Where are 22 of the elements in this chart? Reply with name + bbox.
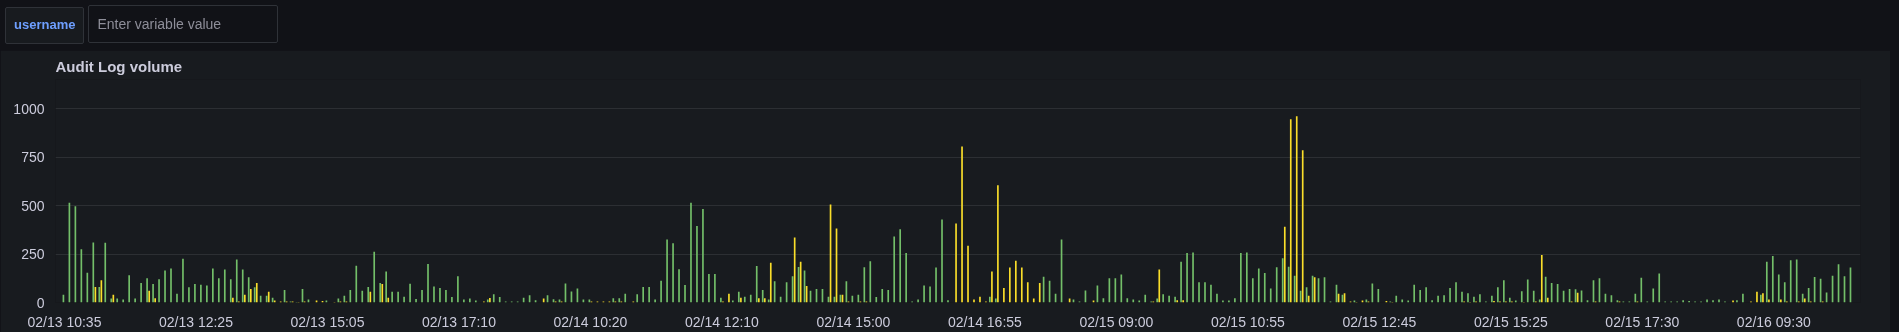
x-tick-label: 02/14 16:55 (947, 313, 1023, 330)
y-tick-label: 250 (21, 246, 45, 263)
x-tick-label: 02/16 09:30 (1736, 313, 1812, 330)
text: Enter variable value (88, 5, 279, 43)
x-tick-label: 02/14 10:20 (553, 313, 628, 330)
x-tick-label: 02/15 17:30 (1605, 313, 1680, 330)
x-tick-label: 02/13 12:25 (158, 313, 234, 330)
x-tick-label: 02/14 12:10 (684, 313, 760, 330)
x-tick-label: 02/15 15:25 (1473, 313, 1549, 330)
text: username (5, 7, 85, 44)
chart-title: Audit Log volume (55, 57, 183, 75)
x-tick-label: 02/13 15:05 (290, 313, 365, 330)
x-tick-label: 02/15 09:00 (1079, 313, 1154, 330)
y-tick-label: 750 (21, 149, 45, 166)
x-tick-label: 02/13 17:10 (421, 313, 497, 330)
y-tick-label: 1000 (13, 100, 45, 117)
y-tick-label: 0 (36, 294, 45, 311)
x-tick-label: 02/15 10:55 (1210, 313, 1286, 330)
x-tick-label: 02/13 10:35 (27, 313, 102, 330)
x-tick-label: 02/14 15:00 (816, 313, 891, 330)
x-tick-label: 02/15 12:45 (1342, 313, 1417, 330)
y-tick-label: 500 (21, 197, 45, 214)
